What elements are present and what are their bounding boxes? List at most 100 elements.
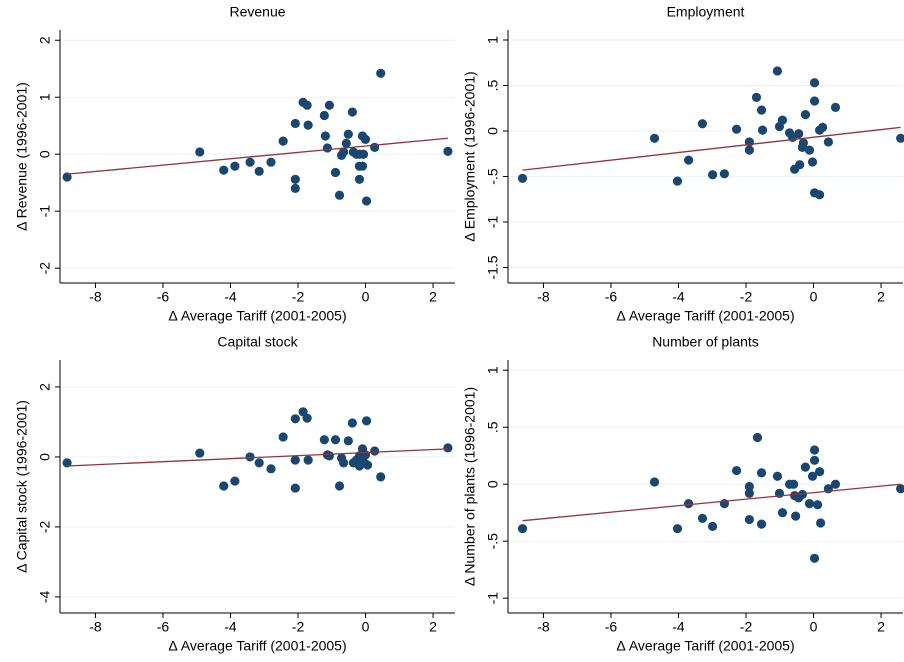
point bbox=[756, 468, 767, 478]
y-tick-label: -2 bbox=[37, 520, 53, 533]
point bbox=[815, 467, 825, 477]
point bbox=[649, 133, 660, 143]
point bbox=[219, 481, 229, 491]
point bbox=[303, 120, 313, 130]
point bbox=[370, 142, 380, 152]
point bbox=[707, 521, 718, 531]
point bbox=[330, 167, 341, 178]
x-tick-label: -8 bbox=[537, 619, 550, 635]
y-tick-label: -1 bbox=[485, 216, 501, 229]
point bbox=[751, 92, 762, 102]
y-tick-label: 1 bbox=[37, 93, 53, 101]
point bbox=[684, 498, 694, 509]
point bbox=[266, 157, 276, 167]
x-tick-label: -4 bbox=[672, 619, 685, 635]
point bbox=[809, 455, 820, 465]
point bbox=[797, 489, 807, 500]
x-axis-title: Δ Average Tariff (2001-2005) bbox=[616, 308, 794, 324]
point bbox=[360, 450, 371, 460]
x-tick-label: -4 bbox=[224, 289, 237, 305]
point bbox=[245, 452, 255, 462]
point bbox=[195, 147, 205, 157]
panel-title: Number of plants bbox=[652, 334, 759, 350]
point bbox=[62, 458, 72, 468]
point bbox=[347, 107, 357, 117]
point bbox=[360, 134, 371, 145]
point bbox=[804, 145, 815, 155]
x-tick-label: -6 bbox=[605, 289, 618, 305]
x-tick-label: 2 bbox=[877, 289, 885, 305]
point bbox=[731, 124, 742, 134]
point bbox=[815, 190, 825, 200]
point bbox=[230, 476, 240, 486]
point bbox=[330, 435, 341, 445]
y-axis-title: Δ Capital stock (1996-2001) bbox=[14, 400, 30, 573]
point bbox=[807, 471, 818, 481]
point bbox=[290, 174, 300, 184]
x-tick-label: -8 bbox=[89, 619, 102, 635]
point bbox=[896, 484, 904, 494]
point bbox=[795, 160, 805, 170]
point bbox=[324, 100, 335, 110]
point bbox=[290, 483, 300, 493]
point bbox=[809, 553, 820, 563]
point bbox=[278, 432, 288, 442]
fit-line bbox=[522, 126, 901, 171]
point bbox=[744, 488, 754, 498]
point bbox=[343, 436, 353, 446]
x-tick-label: 0 bbox=[362, 619, 370, 635]
point bbox=[707, 170, 718, 180]
point bbox=[804, 498, 815, 509]
fit-line bbox=[522, 483, 901, 522]
point bbox=[772, 66, 783, 76]
y-tick-label: 1 bbox=[485, 366, 501, 374]
point bbox=[756, 105, 767, 115]
x-tick-label: -2 bbox=[740, 619, 753, 635]
point bbox=[672, 176, 683, 186]
point bbox=[830, 479, 841, 489]
x-tick-label: -4 bbox=[224, 619, 237, 635]
y-tick-label: 2 bbox=[37, 383, 53, 391]
point bbox=[361, 416, 372, 426]
point bbox=[807, 157, 818, 167]
y-axis-title: Δ Employment (1996-2001) bbox=[462, 71, 478, 241]
point bbox=[649, 477, 660, 487]
point bbox=[744, 481, 754, 492]
point bbox=[798, 138, 809, 148]
x-tick-label: -8 bbox=[89, 289, 102, 305]
point bbox=[324, 451, 335, 461]
x-tick-label: 0 bbox=[810, 619, 818, 635]
point bbox=[357, 161, 368, 171]
point bbox=[303, 455, 313, 465]
point bbox=[697, 513, 708, 524]
point bbox=[777, 115, 788, 125]
point bbox=[791, 511, 801, 521]
point bbox=[731, 465, 742, 476]
point bbox=[809, 78, 820, 88]
x-tick-label: -2 bbox=[292, 289, 305, 305]
point bbox=[757, 125, 768, 135]
point bbox=[376, 472, 386, 482]
point bbox=[772, 471, 783, 481]
point bbox=[719, 169, 730, 179]
point bbox=[756, 519, 767, 529]
x-tick-label: -2 bbox=[292, 619, 305, 635]
point bbox=[254, 166, 264, 176]
x-tick-label: -6 bbox=[157, 289, 170, 305]
x-tick-label: -6 bbox=[157, 619, 170, 635]
y-tick-label: -.5 bbox=[485, 533, 501, 550]
point bbox=[752, 432, 763, 443]
point bbox=[361, 196, 372, 206]
point bbox=[809, 445, 820, 455]
y-axis-title: Δ Revenue (1996-2001) bbox=[14, 82, 30, 231]
point bbox=[362, 460, 373, 470]
x-tick-label: -8 bbox=[537, 289, 550, 305]
x-tick-label: -6 bbox=[605, 619, 618, 635]
point bbox=[358, 149, 369, 159]
point bbox=[697, 119, 708, 129]
x-axis-title: Δ Average Tariff (2001-2005) bbox=[616, 638, 794, 654]
y-tick-label: 0 bbox=[485, 127, 501, 135]
point bbox=[370, 446, 380, 456]
point bbox=[338, 458, 349, 468]
